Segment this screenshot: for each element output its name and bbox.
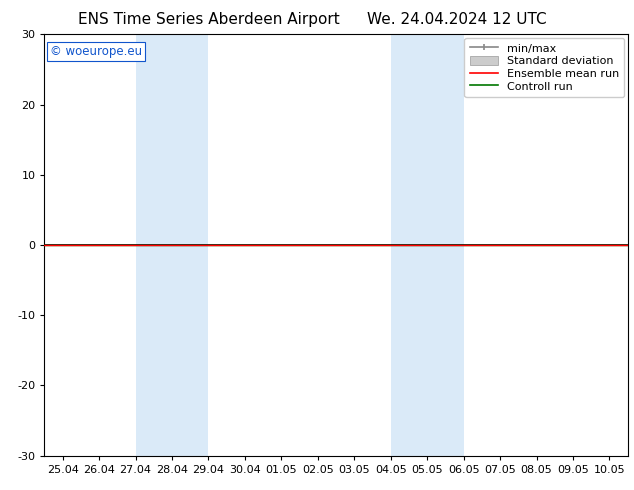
- Legend: min/max, Standard deviation, Ensemble mean run, Controll run: min/max, Standard deviation, Ensemble me…: [464, 38, 624, 97]
- Text: ENS Time Series Aberdeen Airport: ENS Time Series Aberdeen Airport: [79, 12, 340, 27]
- Text: © woeurope.eu: © woeurope.eu: [50, 45, 143, 58]
- Text: We. 24.04.2024 12 UTC: We. 24.04.2024 12 UTC: [366, 12, 547, 27]
- Bar: [136, 34, 209, 456]
- Bar: [391, 34, 463, 456]
